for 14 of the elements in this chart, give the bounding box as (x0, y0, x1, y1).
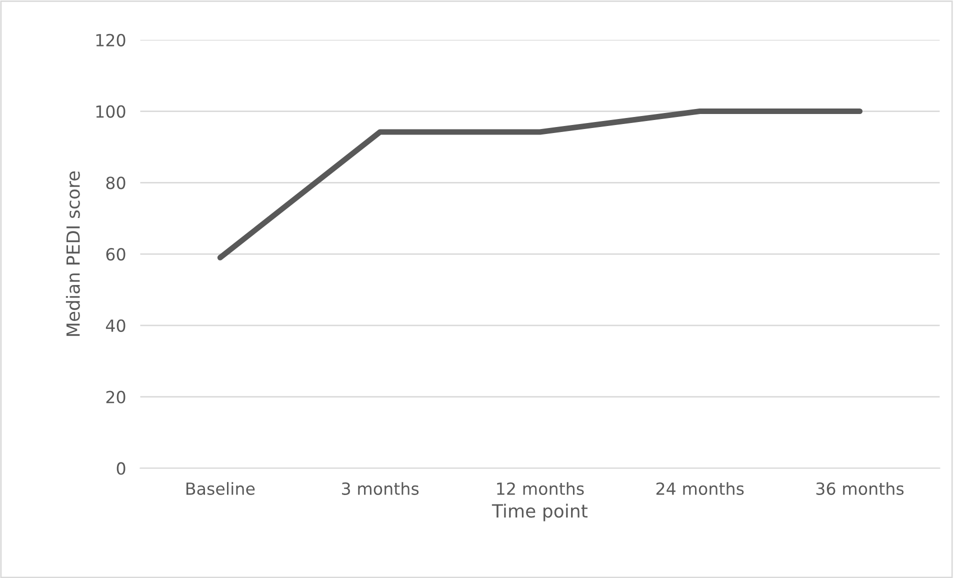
y-tick-label: 120 (96, 34, 126, 46)
y-tick-label: 80 (106, 176, 126, 190)
x-axis-title: Time point (492, 504, 588, 522)
x-tick-label: 36 months (816, 482, 904, 495)
y-tick-label: 60 (106, 248, 126, 261)
y-tick-label: 20 (106, 390, 126, 404)
x-tick-label: 12 months (497, 482, 584, 495)
x-tick-label: 3 months (342, 482, 419, 495)
y-tick-label: 40 (106, 319, 126, 332)
y-axis-title: Median PEDI score (66, 171, 80, 336)
x-tick-label: 24 months (656, 482, 744, 495)
y-tick-label: 0 (116, 462, 126, 475)
y-tick-label: 100 (96, 105, 126, 118)
x-tick-label: Baseline (186, 482, 255, 495)
